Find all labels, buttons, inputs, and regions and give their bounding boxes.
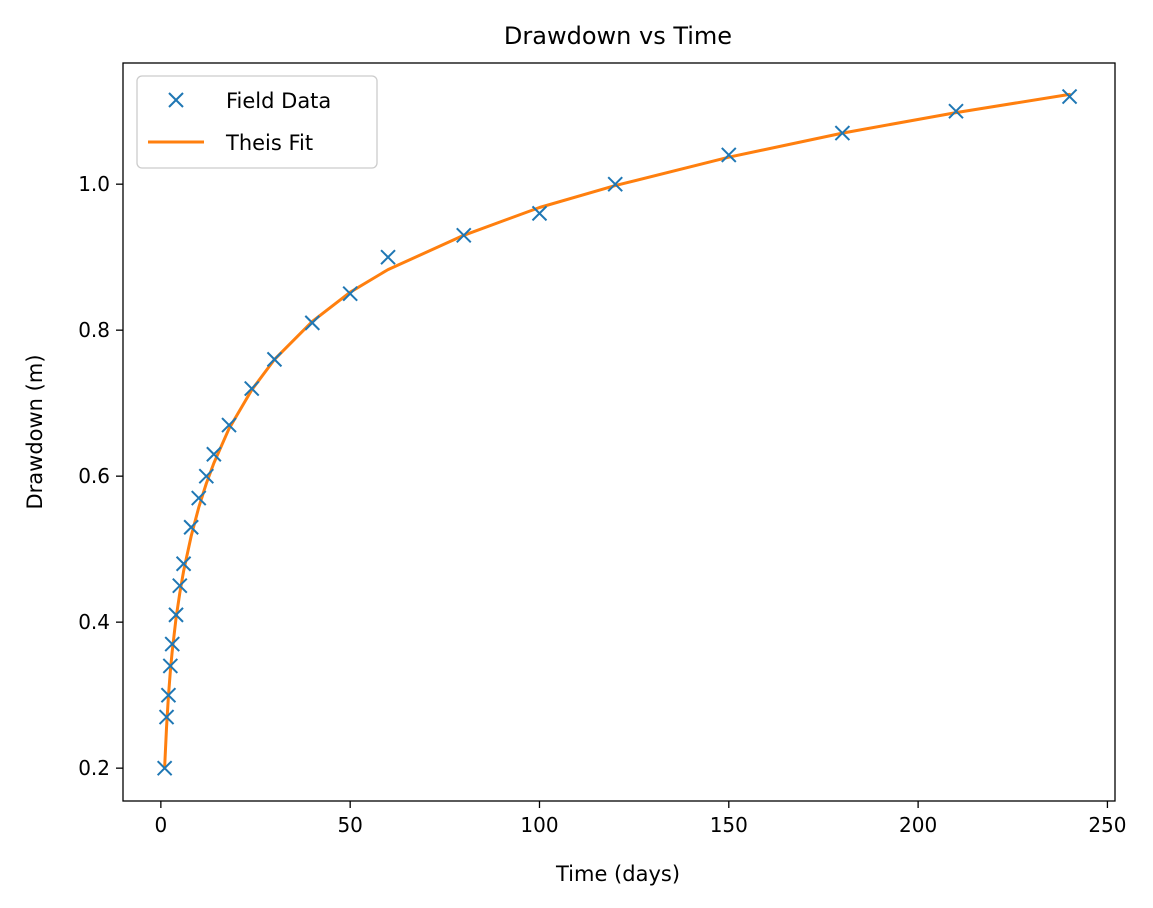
data-point-stroke <box>948 103 964 119</box>
legend-label: Field Data <box>226 89 331 113</box>
data-point-stroke <box>162 658 179 674</box>
data-point <box>206 446 222 462</box>
axes-frame <box>122 62 1116 802</box>
data-point <box>164 636 180 652</box>
data-point-stroke <box>607 176 623 192</box>
chart-title: Drawdown vs Time <box>504 22 732 50</box>
data-point <box>380 249 396 265</box>
data-point-stroke <box>221 417 237 433</box>
data-point <box>160 687 177 703</box>
data-point <box>834 125 851 141</box>
data-point-stroke <box>191 490 207 506</box>
data-point <box>531 205 548 222</box>
y-axis-label: Drawdown (m) <box>23 354 47 509</box>
legend-label: Theis Fit <box>225 131 313 155</box>
y-tick-label: 1.0 <box>78 172 110 196</box>
data-point-stroke <box>206 446 222 462</box>
x-tick-label: 200 <box>899 813 937 837</box>
data-point <box>244 380 260 397</box>
x-tick-label: 100 <box>520 813 558 837</box>
data-point-stroke <box>721 147 737 163</box>
data-point-stroke <box>198 468 215 484</box>
data-point <box>172 577 188 594</box>
data-point-stroke <box>266 351 283 368</box>
legend-box <box>136 75 378 169</box>
y-tick-label: 0.4 <box>78 610 110 634</box>
plot-area: 0 50 100 150 200 250 0.2 0.4 0.6 0.8 1.0 <box>78 62 1127 837</box>
data-point <box>198 468 215 484</box>
data-point-stroke <box>175 556 192 572</box>
x-tick-label: 150 <box>710 813 748 837</box>
data-point <box>304 315 321 331</box>
data-point <box>607 176 623 192</box>
data-point-stroke <box>304 315 321 331</box>
data-point <box>191 490 207 506</box>
data-point-stroke <box>172 577 188 594</box>
x-tick-label: 0 <box>154 813 167 837</box>
y-tick-label: 0.8 <box>78 318 110 342</box>
data-point <box>162 658 179 674</box>
data-point <box>168 607 184 623</box>
x-tick-label: 250 <box>1088 813 1126 837</box>
data-point <box>456 227 472 243</box>
data-point-stroke <box>158 709 175 725</box>
data-point-stroke <box>168 607 184 623</box>
legend: Field Data Theis Fit <box>136 75 378 169</box>
data-point <box>183 519 199 535</box>
data-point <box>1061 88 1078 105</box>
data-point <box>156 760 173 776</box>
data-point <box>221 417 237 433</box>
data-point <box>158 709 175 725</box>
data-point-stroke <box>156 760 173 776</box>
data-point-stroke <box>531 205 548 222</box>
data-point-stroke <box>834 125 851 141</box>
legend-marker-field-data <box>168 92 184 108</box>
data-point-stroke <box>164 636 180 652</box>
data-point-stroke <box>160 687 177 703</box>
x-tick-label: 50 <box>337 813 362 837</box>
x-axis-label: Time (days) <box>555 862 680 886</box>
data-point <box>948 103 964 119</box>
data-point-stroke <box>456 227 472 243</box>
data-point <box>266 351 283 368</box>
data-point-stroke <box>244 380 260 397</box>
data-point <box>342 285 358 302</box>
data-point <box>721 147 737 163</box>
data-point-stroke <box>1061 88 1078 105</box>
data-point <box>175 556 192 572</box>
data-point-stroke <box>380 249 396 265</box>
data-point-stroke <box>183 519 199 535</box>
y-tick-label: 0.2 <box>78 756 110 780</box>
data-point-stroke <box>342 285 358 302</box>
y-tick-label: 0.6 <box>78 464 110 488</box>
